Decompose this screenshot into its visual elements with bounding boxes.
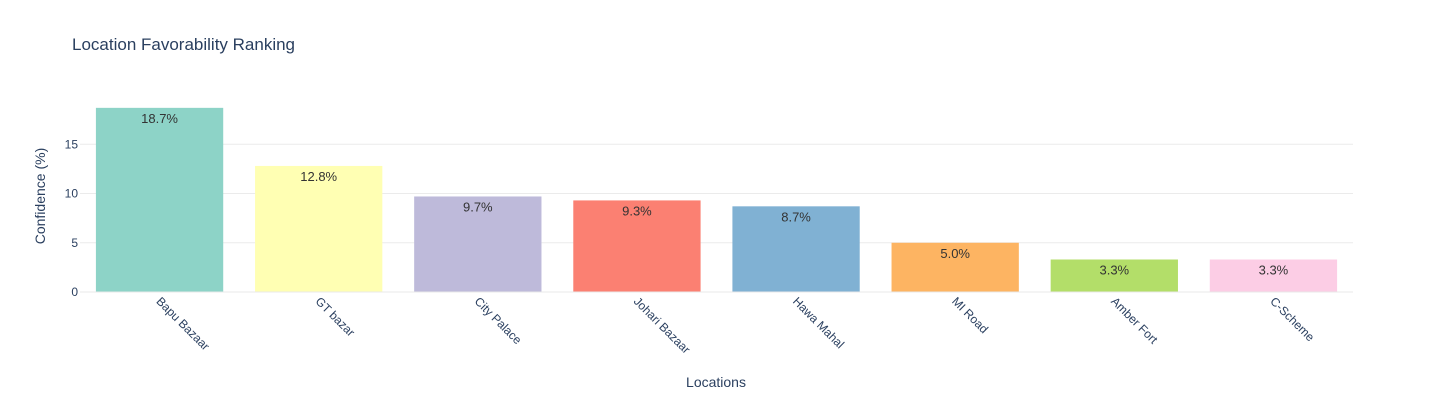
y-axis-title: Confidence (%) — [32, 148, 48, 245]
x-tick-label: Bapu Bazaar — [153, 294, 212, 353]
bar-value-label: 3.3% — [1259, 263, 1289, 278]
bar-value-label: 18.7% — [141, 111, 178, 126]
x-axis-ticks: Bapu Bazaar GT bazar City Palace Johari Baz… — [153, 294, 1317, 356]
x-tick-label: City Palace — [472, 294, 525, 347]
bar-value-labels: 18.7% 12.8% 9.7% 9.3% 8.7% 5.0% 3.3% 3.3% — [141, 111, 1289, 278]
bar[interactable] — [1050, 259, 1178, 292]
y-tick-label: 10 — [65, 187, 79, 201]
bar-value-label: 8.7% — [781, 209, 811, 224]
bar[interactable] — [95, 107, 224, 292]
x-axis-title: Locations — [686, 374, 746, 390]
bar-value-label: 5.0% — [940, 246, 970, 261]
chart-title: Location Favorability Ranking — [72, 35, 295, 54]
bar[interactable] — [573, 200, 701, 292]
x-tick-label: C-Scheme — [1267, 294, 1317, 344]
x-tick-label: Amber Fort — [1108, 294, 1161, 347]
bars — [95, 107, 1338, 292]
x-tick-label: Johari Bazaar — [631, 294, 693, 356]
bar-value-label: 3.3% — [1099, 263, 1129, 278]
bar[interactable] — [1209, 259, 1338, 292]
y-tick-label: 0 — [71, 285, 78, 299]
y-tick-label: 5 — [71, 236, 78, 250]
x-tick-label: MI Road — [949, 294, 991, 336]
x-tick-label: GT bazar — [313, 294, 358, 339]
bar[interactable] — [891, 242, 1019, 292]
bar-value-label: 9.7% — [463, 199, 493, 214]
bar[interactable] — [255, 165, 383, 292]
y-axis-ticks: 0 5 10 15 — [65, 137, 79, 299]
bar-value-label: 9.3% — [622, 203, 652, 218]
y-tick-label: 15 — [65, 137, 79, 151]
x-tick-label: Hawa Mahal — [790, 294, 847, 351]
bar[interactable] — [414, 196, 542, 292]
bar-value-label: 12.8% — [300, 169, 337, 184]
bar[interactable] — [732, 206, 860, 292]
